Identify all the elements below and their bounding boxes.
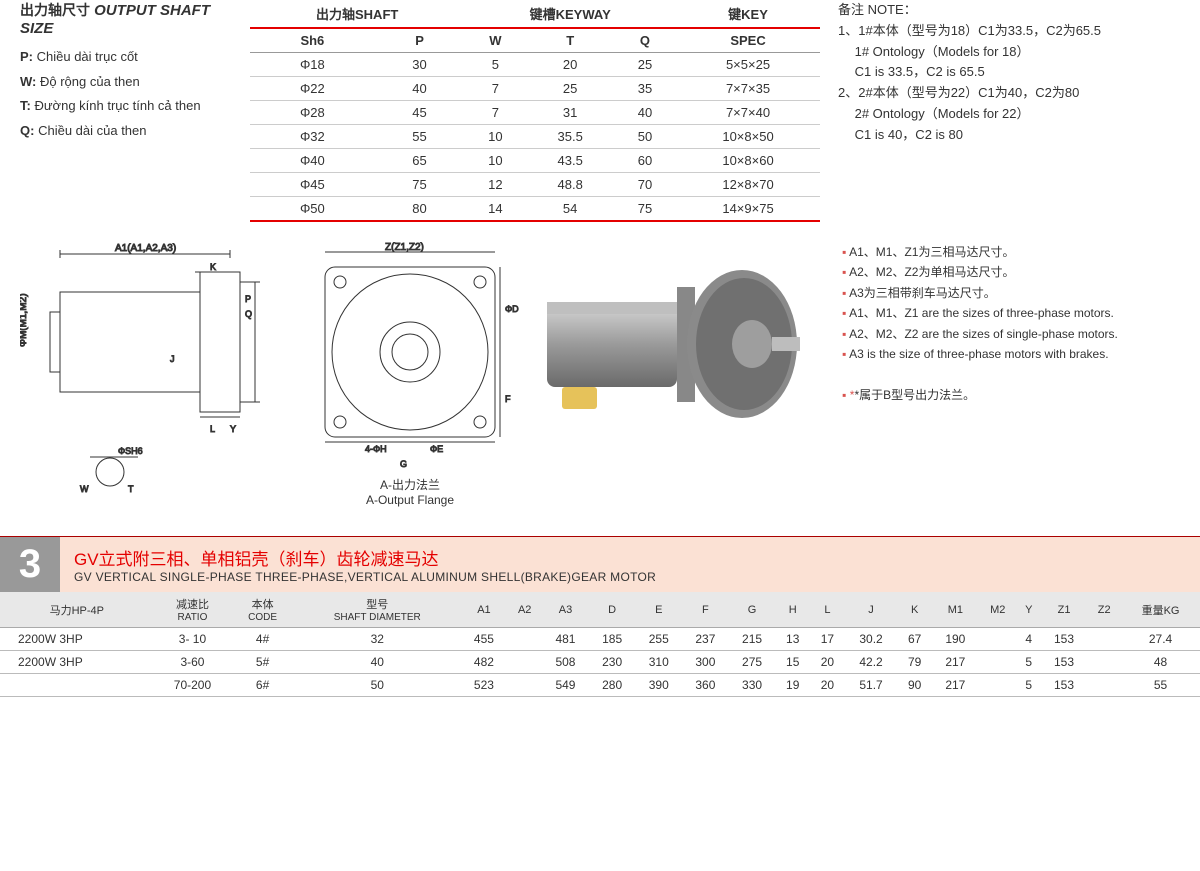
table-row: Φ508014547514×9×75 xyxy=(250,197,820,222)
svg-text:F: F xyxy=(505,394,511,404)
section-3: 3 GV立式附三相、单相铝壳（刹车）齿轮减速马达 GV VERTICAL SIN… xyxy=(0,536,1200,697)
svg-text:ΦM(M1,M2): ΦM(M1,M2) xyxy=(20,293,29,347)
svg-text:T: T xyxy=(128,484,134,494)
notes: 备注 NOTE： 1、1#本体（型号为18）C1为33.5，C2为65.5 1#… xyxy=(820,0,1180,222)
star-note: **属于B型号出力法兰。 xyxy=(842,385,1180,405)
svg-text:ΦSH6: ΦSH6 xyxy=(118,446,143,456)
table-row: 70-2006#50523549280390360330192051.79021… xyxy=(0,674,1200,697)
flange-diagram: Z(Z1,Z2) ΦD F 4-ΦH ΦE G A-出力法兰 xyxy=(300,242,520,507)
dim-header-row: 马力HP-4P减速比RATIO本体CODE型号SHAFT DIAMETERA1A… xyxy=(0,592,1200,628)
dimension-table: 马力HP-4P减速比RATIO本体CODE型号SHAFT DIAMETERA1A… xyxy=(0,592,1200,697)
table-row: Φ40651043.56010×8×60 xyxy=(250,149,820,173)
svg-text:L: L xyxy=(210,424,215,434)
table-row: Φ2240725357×7×35 xyxy=(250,77,820,101)
side-view-diagram: A1(A1,A2,A3) K P Q J L Y ΦM(M1,M2) xyxy=(20,242,270,512)
table-row: Φ45751248.87012×8×70 xyxy=(250,173,820,197)
table-row: Φ32551035.55010×8×50 xyxy=(250,125,820,149)
svg-text:Z(Z1,Z2): Z(Z1,Z2) xyxy=(385,242,424,253)
svg-text:Q: Q xyxy=(245,309,252,319)
svg-text:J: J xyxy=(170,354,175,364)
svg-text:P: P xyxy=(245,294,251,304)
svg-text:ΦD: ΦD xyxy=(505,304,519,314)
section-title-en: GV VERTICAL SINGLE-PHASE THREE-PHASE,VER… xyxy=(74,570,656,584)
shaft-size-labels: 出力轴尺寸 OUTPUT SHAFT SIZE P: Chiều dài trụ… xyxy=(20,0,250,222)
shaft-table: 出力轴SHAFT 键槽KEYWAY 键KEY Sh6PWTQSPEC Φ1830… xyxy=(250,0,820,222)
section-number: 3 xyxy=(0,537,60,592)
table-row: Φ1830520255×5×25 xyxy=(250,53,820,77)
svg-text:Y: Y xyxy=(230,424,236,434)
svg-text:K: K xyxy=(210,262,216,272)
svg-text:A1(A1,A2,A3): A1(A1,A2,A3) xyxy=(115,243,176,254)
side-notes: A1、M1、Z1为三相马达尺寸。A2、M2、Z2为单相马达尺寸。A3为三相带刹车… xyxy=(822,242,1180,405)
motor-photo xyxy=(522,242,822,442)
table-row: 2200W 3HP3- 104#324554811852552372151317… xyxy=(0,628,1200,651)
table-row: Φ2845731407×7×40 xyxy=(250,101,820,125)
diagrams: A1(A1,A2,A3) K P Q J L Y ΦM(M1,M2) xyxy=(20,242,522,512)
group-header-row: 出力轴SHAFT 键槽KEYWAY 键KEY xyxy=(250,0,820,28)
shaft-title: 出力轴尺寸 OUTPUT SHAFT SIZE xyxy=(20,0,240,37)
section-title-cn: GV立式附三相、单相铝壳（刹车）齿轮减速马达 xyxy=(74,545,656,570)
sub-header-row: Sh6PWTQSPEC xyxy=(250,28,820,53)
legend: P: Chiều dài trục cốt W: Độ rộng của the… xyxy=(20,45,240,144)
svg-text:W: W xyxy=(80,484,89,494)
section-3-header: 3 GV立式附三相、单相铝壳（刹车）齿轮减速马达 GV VERTICAL SIN… xyxy=(0,536,1200,592)
svg-text:G: G xyxy=(400,459,407,469)
svg-text:4-ΦH: 4-ΦH xyxy=(365,444,387,454)
flange-caption: A-出力法兰 A-Output Flange xyxy=(300,476,520,507)
svg-text:ΦE: ΦE xyxy=(430,444,443,454)
table-row: 2200W 3HP3-605#4048250823031030027515204… xyxy=(0,651,1200,674)
